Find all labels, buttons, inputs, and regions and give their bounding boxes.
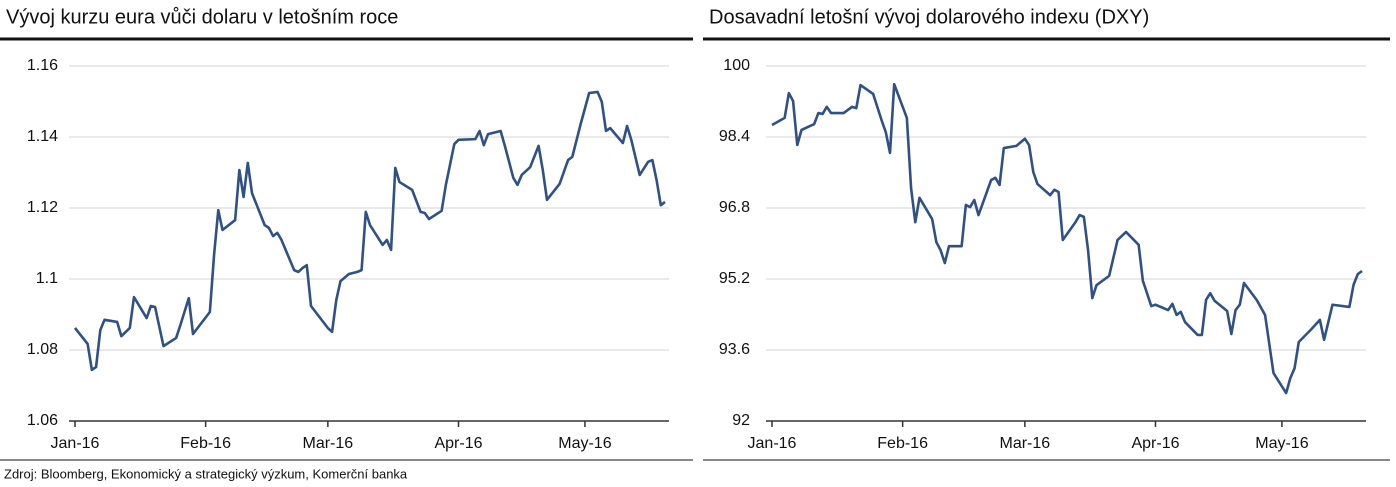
data-line (771, 82, 1363, 395)
data-line (73, 90, 666, 372)
x-tick-label: May-16 (1255, 435, 1308, 452)
y-tick-label: 1.12 (27, 199, 58, 216)
x-tick-label: Feb-16 (180, 435, 231, 452)
x-tick-label: Feb-16 (877, 435, 928, 452)
y-tick-label: 98.4 (719, 128, 750, 145)
y-tick-label: 1.16 (27, 57, 58, 74)
x-tick-label: Apr-16 (434, 435, 482, 452)
chart-title: Dosavadní letošní vývoj dolarového index… (709, 6, 1149, 28)
x-tick-label: Mar-16 (303, 435, 354, 452)
x-tick-label: Mar-16 (1000, 435, 1051, 452)
y-tick-label: 1.1 (36, 270, 58, 287)
source-note: Zdroj: Bloomberg, Ekonomický a strategic… (4, 466, 408, 481)
y-tick-label: 100 (723, 57, 750, 74)
x-tick-label: Apr-16 (1131, 435, 1179, 452)
x-tick-label: Jan-16 (748, 435, 797, 452)
y-tick-label: 1.08 (27, 341, 58, 358)
y-tick-label: 96.8 (719, 199, 750, 216)
y-tick-label: 93.6 (719, 341, 750, 358)
y-tick-label: 95.2 (719, 270, 750, 287)
y-tick-label: 92 (732, 412, 750, 429)
x-tick-label: May-16 (558, 435, 611, 452)
x-tick-label: Jan-16 (51, 435, 100, 452)
y-tick-label: 1.14 (27, 128, 58, 145)
y-tick-label: 1.06 (27, 412, 58, 429)
chart-title: Vývoj kurzu eura vůči dolaru v letošním … (6, 6, 398, 28)
